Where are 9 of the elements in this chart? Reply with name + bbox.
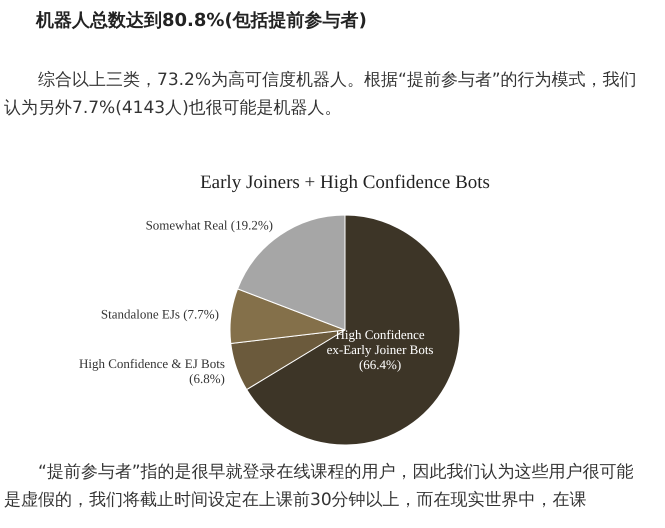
chart-title: Early Joiners + High Confidence Bots	[200, 172, 490, 193]
text: 综合以上三类，73.2%为高可信度机器人。根据“提前参与者”的行为模式，我们认为另外7.7%(4143人)也很可能是机器人。	[4, 69, 638, 120]
data-label: (66.4%)	[358, 356, 402, 372]
text: 机器人总数达到80.8%(包括提前参与者)	[36, 9, 367, 32]
data-label: (6.8%)	[189, 370, 225, 386]
slice-label: High Confidence & EJ Bots	[79, 356, 225, 371]
slice-label: Standalone EJs (7.7%)	[100, 306, 219, 322]
text: “提前参与者”指的是很早就登录在线课程的用户，因此我们认为这些用户很可能是虚假的，我们将截止时间设定在上课前30分钟以上，而在现实世界中，在课	[4, 461, 635, 512]
slice-label: Somewhat Real (19.2%)	[146, 217, 274, 232]
